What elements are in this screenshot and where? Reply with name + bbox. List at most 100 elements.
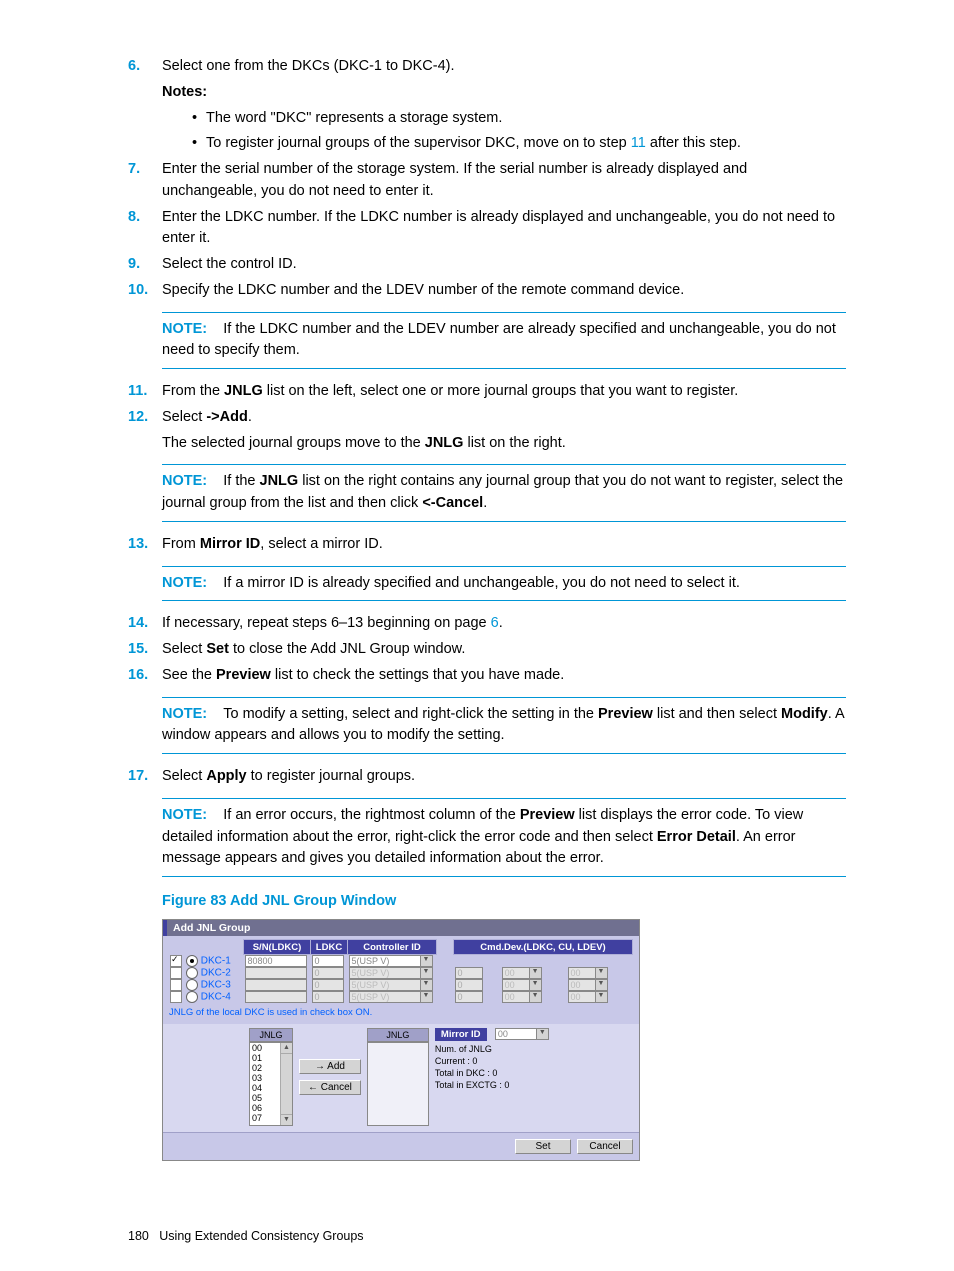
jnlg-left-panel: JNLG 00 01 02 03 04 05 06 07 ▲ ▼ xyxy=(249,1028,293,1126)
note-box: NOTE: If the JNLG list on the right cont… xyxy=(162,464,846,522)
step-13: 13. From Mirror ID, select a mirror ID. xyxy=(128,534,846,556)
cmddev-ldev[interactable]: 00▼ xyxy=(568,979,608,991)
chevron-down-icon: ▼ xyxy=(595,992,607,1002)
sn-input[interactable] xyxy=(245,979,307,991)
dkc-label: DKC-4 xyxy=(201,992,231,1003)
dkc-table: S/N(LDKC) LDKC Controller ID Cmd.Dev.(LD… xyxy=(169,939,633,1003)
cmddev-ldev[interactable]: 00▼ xyxy=(568,991,608,1003)
list-item[interactable]: 07 xyxy=(252,1113,278,1123)
set-button[interactable]: Set xyxy=(515,1139,571,1154)
controller-dropdown[interactable]: 5(USP V)▼ xyxy=(349,979,433,991)
col-controller: Controller ID xyxy=(348,940,437,955)
step-number: 8. xyxy=(128,207,156,229)
info-current: Current : 0 xyxy=(435,1055,633,1067)
step-7: 7. Enter the serial number of the storag… xyxy=(128,159,846,203)
list-item[interactable]: 06 xyxy=(252,1103,278,1113)
cmddev-ldkc[interactable]: 0 xyxy=(455,991,483,1003)
page-link[interactable]: 6 xyxy=(491,615,499,631)
cmddev-ldkc[interactable]: 0 xyxy=(455,967,483,979)
sn-input[interactable] xyxy=(245,991,307,1003)
chevron-down-icon: ▼ xyxy=(595,968,607,978)
table-row: DKC-1 80800 0 5(USP V)▼ xyxy=(169,955,633,968)
checkbox-icon[interactable] xyxy=(170,967,182,979)
ldkc-input[interactable]: 0 xyxy=(312,991,344,1003)
radio-icon[interactable] xyxy=(186,955,198,967)
cancel-window-button[interactable]: Cancel xyxy=(577,1139,633,1154)
info-total-dkc: Total in DKC : 0 xyxy=(435,1067,633,1079)
step-text: Select one from the DKCs (DKC-1 to DKC-4… xyxy=(162,58,455,74)
radio-icon[interactable] xyxy=(186,991,198,1003)
step-link[interactable]: 11 xyxy=(631,135,646,151)
notes-heading: Notes: xyxy=(162,82,846,104)
step-10: 10. Specify the LDKC number and the LDEV… xyxy=(128,280,846,302)
list-item[interactable]: 04 xyxy=(252,1083,278,1093)
add-button[interactable]: → Add xyxy=(299,1059,361,1074)
cmddev-ldkc[interactable]: 0 xyxy=(455,979,483,991)
col-sn: S/N(LDKC) xyxy=(244,940,311,955)
mirror-id-header: Mirror ID xyxy=(435,1028,487,1041)
chevron-down-icon: ▼ xyxy=(529,992,541,1002)
note-label: NOTE: xyxy=(162,807,207,823)
checkbox-icon[interactable] xyxy=(170,979,182,991)
info-total-exctg: Total in EXCTG : 0 xyxy=(435,1079,633,1091)
note-box: NOTE: If an error occurs, the rightmost … xyxy=(162,798,846,877)
jnlg-left-list[interactable]: 00 01 02 03 04 05 06 07 ▲ ▼ xyxy=(249,1042,293,1126)
controller-dropdown[interactable]: 5(USP V)▼ xyxy=(349,991,433,1003)
jnlg-header: JNLG xyxy=(249,1028,293,1042)
sn-input[interactable]: 80800 xyxy=(245,955,307,967)
radio-icon[interactable] xyxy=(186,979,198,991)
cmddev-cu[interactable]: 00▼ xyxy=(502,967,542,979)
step-6: 6. Select one from the DKCs (DKC-1 to DK… xyxy=(128,56,846,155)
col-ldkc: LDKC xyxy=(311,940,348,955)
list-item[interactable]: 00 xyxy=(252,1043,278,1053)
step-number: 12. xyxy=(128,407,156,429)
mirror-id-dropdown[interactable]: 00▼ xyxy=(495,1028,549,1040)
controller-dropdown[interactable]: 5(USP V)▼ xyxy=(349,967,433,979)
radio-icon[interactable] xyxy=(186,967,198,979)
step-14: 14. If necessary, repeat steps 6–13 begi… xyxy=(128,613,846,635)
info-num-jnlg: Num. of JNLG xyxy=(435,1043,633,1055)
note-label: NOTE: xyxy=(162,321,207,337)
checkbox-icon[interactable] xyxy=(170,991,182,1003)
step-9: 9. Select the control ID. xyxy=(128,254,846,276)
ldkc-input[interactable]: 0 xyxy=(312,967,344,979)
note-bullet: To register journal groups of the superv… xyxy=(192,133,846,155)
table-row: DKC-3 0 5(USP V)▼ 0 00▼ 00▼ xyxy=(169,979,633,991)
cmddev-cu[interactable]: 00▼ xyxy=(502,991,542,1003)
dkc-label: DKC-1 xyxy=(201,955,231,966)
ldkc-input[interactable]: 0 xyxy=(312,979,344,991)
step-17: 17. Select Apply to register journal gro… xyxy=(128,766,846,788)
jnlg-right-list[interactable] xyxy=(367,1042,429,1126)
step-16: 16. See the Preview list to check the se… xyxy=(128,665,846,687)
cmddev-ldev[interactable]: 00▼ xyxy=(568,967,608,979)
footer-title: Using Extended Consistency Groups xyxy=(159,1229,363,1243)
cmddev-cu[interactable]: 00▼ xyxy=(502,979,542,991)
scrollbar[interactable]: ▲ ▼ xyxy=(280,1043,292,1125)
step-15: 15. Select Set to close the Add JNL Grou… xyxy=(128,639,846,661)
step-number: 15. xyxy=(128,639,156,661)
step-number: 9. xyxy=(128,254,156,276)
note-box: NOTE: To modify a setting, select and ri… xyxy=(162,697,846,755)
step-8: 8. Enter the LDKC number. If the LDKC nu… xyxy=(128,207,846,251)
scroll-down-icon[interactable]: ▼ xyxy=(281,1114,292,1125)
scroll-up-icon[interactable]: ▲ xyxy=(281,1043,292,1054)
ldkc-input[interactable]: 0 xyxy=(312,955,344,967)
list-item[interactable]: 01 xyxy=(252,1053,278,1063)
jnlg-right-panel: JNLG xyxy=(367,1028,429,1126)
chevron-down-icon: ▼ xyxy=(529,968,541,978)
note-text: If a mirror ID is already specified and … xyxy=(223,575,740,591)
dkc-label: DKC-2 xyxy=(201,968,231,979)
chevron-down-icon: ▼ xyxy=(536,1029,548,1039)
cancel-button[interactable]: ← Cancel xyxy=(299,1080,361,1095)
controller-dropdown[interactable]: 5(USP V)▼ xyxy=(349,955,433,967)
list-item[interactable]: 02 xyxy=(252,1063,278,1073)
step-number: 14. xyxy=(128,613,156,635)
list-item[interactable]: 03 xyxy=(252,1073,278,1083)
chevron-down-icon: ▼ xyxy=(595,980,607,990)
figure-caption: Figure 83 Add JNL Group Window xyxy=(162,893,846,909)
step-number: 13. xyxy=(128,534,156,556)
step-number: 11. xyxy=(128,381,156,403)
checkbox-icon[interactable] xyxy=(170,955,182,967)
sn-input[interactable] xyxy=(245,967,307,979)
list-item[interactable]: 05 xyxy=(252,1093,278,1103)
